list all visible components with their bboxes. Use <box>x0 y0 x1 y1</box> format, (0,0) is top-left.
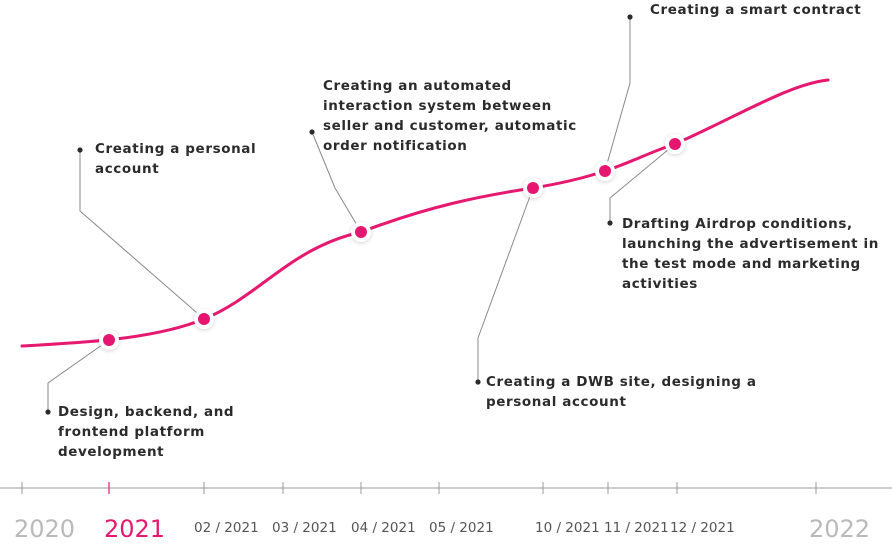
axis-label-2020: 2020 <box>14 515 75 543</box>
leader-dot-4 <box>475 379 481 385</box>
leader-line-1 <box>47 339 110 412</box>
leader-line-6 <box>609 143 676 223</box>
axis-label-may-2021: 05 / 2021 <box>429 520 494 536</box>
milestone-note-dwb-site: Creating a DWB site, designing a persona… <box>486 374 757 410</box>
leader-dots <box>45 14 633 415</box>
axis-label-nov-2021: 11 / 2021 <box>604 520 669 536</box>
milestone-marker-3[interactable] <box>351 222 371 242</box>
axis-label-2022: 2022 <box>809 515 870 543</box>
time-axis: 2020 2021 02 / 2021 03 / 2021 04 / 2021 … <box>0 482 892 543</box>
milestone-note-personal-account: Creating a personal account <box>95 141 257 177</box>
leader-dot-3 <box>309 129 315 135</box>
leader-dot-6 <box>607 220 613 226</box>
milestone-marker-1[interactable] <box>99 330 119 350</box>
leader-line-2 <box>79 150 205 320</box>
axis-label-dec-2021: 12 / 2021 <box>670 520 735 536</box>
milestone-note-airdrop: Drafting Airdrop conditions, launching t… <box>622 216 879 292</box>
axis-label-oct-2021: 10 / 2021 <box>535 520 600 536</box>
axis-label-mar-2021: 03 / 2021 <box>272 520 337 536</box>
axis-label-apr-2021: 04 / 2021 <box>351 520 416 536</box>
leader-line-4 <box>477 187 534 382</box>
axis-label-feb-2021: 02 / 2021 <box>194 520 259 536</box>
milestone-note-platform-development: Design, backend, and frontend platform d… <box>58 404 235 460</box>
milestone-marker-4[interactable] <box>523 178 543 198</box>
leader-lines <box>47 17 676 412</box>
milestone-note-interaction-system: Creating an automated interaction system… <box>323 78 577 154</box>
milestone-markers <box>99 134 685 350</box>
leader-dot-1 <box>45 409 51 415</box>
milestone-marker-6[interactable] <box>665 134 685 154</box>
axis-label-2021: 2021 <box>104 515 165 543</box>
leader-dot-5 <box>627 14 633 20</box>
leader-line-3 <box>311 131 362 233</box>
milestone-marker-2[interactable] <box>194 309 214 329</box>
milestone-marker-5[interactable] <box>595 161 615 181</box>
milestone-note-smart-contract: Creating a smart contract <box>650 2 862 18</box>
leader-dot-2 <box>77 147 83 153</box>
leader-line-5 <box>604 17 631 172</box>
